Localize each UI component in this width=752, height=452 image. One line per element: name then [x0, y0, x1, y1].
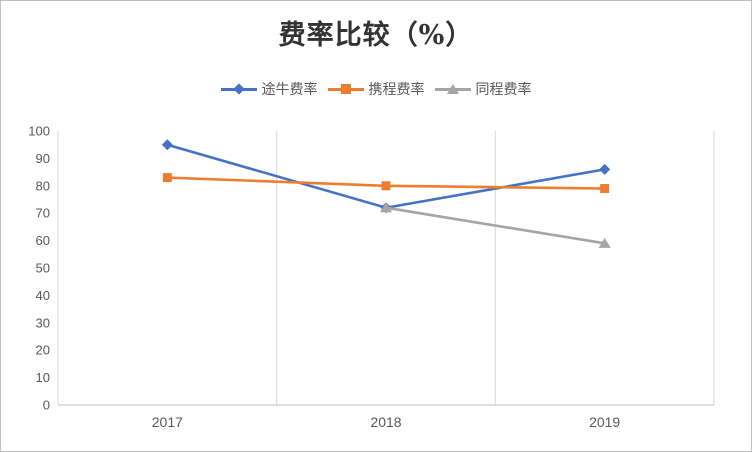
- line-square-marker-icon: [327, 82, 364, 96]
- svg-text:2017: 2017: [152, 414, 183, 430]
- chart-legend: 途牛费率 携程费率 同程费率: [1, 79, 751, 99]
- legend-item-tuniu-rate[interactable]: 途牛费率: [220, 79, 318, 99]
- svg-text:70: 70: [36, 206, 50, 221]
- svg-text:0: 0: [43, 398, 50, 413]
- legend-label-ctrip: 携程费率: [368, 81, 425, 97]
- svg-text:2018: 2018: [370, 414, 401, 430]
- legend-label-tuniu: 途牛费率: [261, 81, 318, 97]
- line-diamond-marker-icon: [220, 82, 257, 96]
- legend-item-tongcheng-rate[interactable]: 同程费率: [434, 79, 532, 99]
- svg-text:60: 60: [36, 233, 50, 248]
- svg-text:80: 80: [36, 178, 50, 193]
- svg-text:10: 10: [36, 370, 50, 385]
- line-triangle-marker-icon: [434, 82, 471, 96]
- svg-text:50: 50: [36, 261, 50, 276]
- svg-text:90: 90: [36, 151, 50, 166]
- svg-text:40: 40: [36, 288, 50, 303]
- legend-item-ctrip-rate[interactable]: 携程费率: [327, 79, 425, 99]
- svg-text:30: 30: [36, 315, 50, 330]
- legend-label-tongcheng: 同程费率: [475, 81, 532, 97]
- chart-title: 费率比较（%）: [278, 20, 474, 51]
- svg-text:20: 20: [36, 343, 50, 358]
- svg-text:100: 100: [28, 124, 50, 139]
- svg-text:2019: 2019: [589, 414, 620, 430]
